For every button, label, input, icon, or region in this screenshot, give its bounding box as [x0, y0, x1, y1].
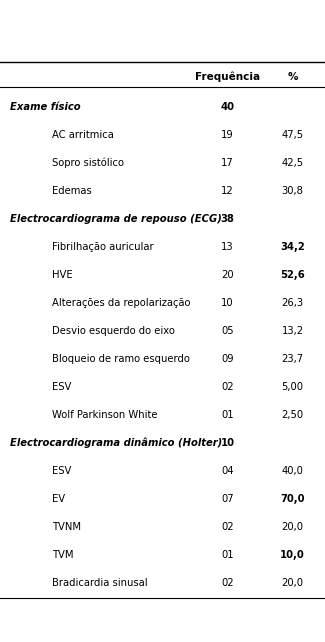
Text: 02: 02: [221, 382, 234, 392]
Text: 40,0: 40,0: [281, 466, 304, 476]
Text: Bloqueio de ramo esquerdo: Bloqueio de ramo esquerdo: [52, 354, 190, 364]
Text: 2,50: 2,50: [281, 410, 304, 420]
Text: 70,0: 70,0: [280, 494, 305, 504]
Text: 5,00: 5,00: [281, 382, 304, 392]
Text: TVM: TVM: [52, 550, 73, 560]
Text: 47,5: 47,5: [281, 130, 304, 140]
Text: 09: 09: [221, 354, 234, 364]
Text: Bradicardia sinusal: Bradicardia sinusal: [52, 578, 148, 588]
Text: ESV: ESV: [52, 382, 72, 392]
Text: Sopro sistólico: Sopro sistólico: [52, 158, 124, 168]
Text: 10: 10: [220, 438, 235, 448]
Text: HVE: HVE: [52, 270, 72, 280]
Text: Frequência: Frequência: [195, 72, 260, 83]
Text: %: %: [287, 72, 298, 82]
Text: 10,0: 10,0: [280, 550, 305, 560]
Text: 13,2: 13,2: [281, 326, 304, 336]
Text: Electrocardiograma de repouso (ECG): Electrocardiograma de repouso (ECG): [10, 214, 222, 224]
Text: EV: EV: [52, 494, 65, 504]
Text: 10: 10: [221, 298, 234, 308]
Text: 20: 20: [221, 270, 234, 280]
Text: Desvio esquerdo do eixo: Desvio esquerdo do eixo: [52, 326, 175, 336]
Text: Alterações da repolarização: Alterações da repolarização: [52, 298, 190, 308]
Text: 26,3: 26,3: [281, 298, 304, 308]
Text: ESV: ESV: [52, 466, 72, 476]
Text: 42,5: 42,5: [281, 158, 304, 168]
Text: 02: 02: [221, 578, 234, 588]
Text: 52,6: 52,6: [280, 270, 305, 280]
Text: 23,7: 23,7: [281, 354, 304, 364]
Text: 38: 38: [221, 214, 234, 224]
Text: 30,8: 30,8: [281, 186, 304, 196]
Text: 34,2: 34,2: [280, 242, 305, 252]
Text: 20,0: 20,0: [281, 578, 304, 588]
Text: AC arritmica: AC arritmica: [52, 130, 114, 140]
Text: Fibrilhação auricular: Fibrilhação auricular: [52, 242, 154, 252]
Text: 12: 12: [221, 186, 234, 196]
Text: Edemas: Edemas: [52, 186, 92, 196]
Text: 40: 40: [220, 102, 235, 112]
Text: 17: 17: [221, 158, 234, 168]
Text: 13: 13: [221, 242, 234, 252]
Text: 20,0: 20,0: [281, 522, 304, 532]
Text: 02: 02: [221, 522, 234, 532]
Text: 01: 01: [221, 410, 234, 420]
Text: 05: 05: [221, 326, 234, 336]
Text: TVNM: TVNM: [52, 522, 81, 532]
Text: Exame físico: Exame físico: [10, 102, 80, 112]
Text: 01: 01: [221, 550, 234, 560]
Text: Electrocardiograma dinâmico (Holter): Electrocardiograma dinâmico (Holter): [10, 438, 222, 449]
Text: 04: 04: [221, 466, 234, 476]
Text: 07: 07: [221, 494, 234, 504]
Text: Wolf Parkinson White: Wolf Parkinson White: [52, 410, 158, 420]
Text: 19: 19: [221, 130, 234, 140]
